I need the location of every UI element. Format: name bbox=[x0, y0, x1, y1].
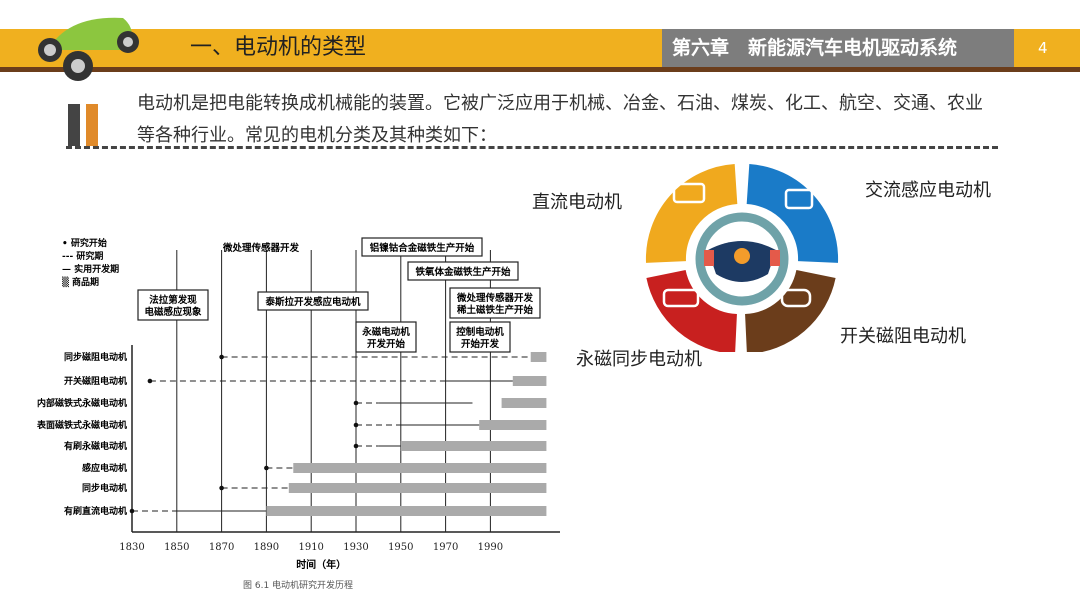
research-start-dot bbox=[147, 378, 153, 384]
label-switched-reluctance-motor: 开关磁阻电动机 bbox=[840, 326, 966, 347]
commercial-bar bbox=[479, 420, 547, 430]
annotation-box bbox=[449, 321, 511, 353]
annotation-box bbox=[361, 237, 483, 257]
annotation-text: 微处理传感器开发 bbox=[456, 292, 534, 304]
x-tick-label: 1910 bbox=[298, 542, 323, 553]
research-start-dot bbox=[219, 485, 224, 491]
row-label: 同步电动机 bbox=[82, 482, 127, 494]
legend-item: --- 研究期 bbox=[62, 250, 103, 262]
green-car-logo bbox=[38, 17, 139, 81]
annotation-text: 永磁电动机 bbox=[361, 326, 410, 338]
research-start-dot bbox=[353, 443, 359, 449]
row-label: 同步磁阻电动机 bbox=[64, 351, 127, 363]
row-label: 内部磁铁式永磁电动机 bbox=[37, 397, 127, 409]
annotation-text: 泰斯拉开发感应电动机 bbox=[264, 296, 361, 308]
annotation-text: 开发开始 bbox=[367, 338, 406, 350]
commercial-bar bbox=[512, 376, 547, 386]
annotation-text: 铝镍钴合金磁铁生产开始 bbox=[370, 242, 475, 254]
x-tick-label: 1830 bbox=[119, 542, 144, 553]
wheel-segment-dc bbox=[645, 164, 739, 263]
page-number: 4 bbox=[1038, 39, 1048, 57]
row-label: 感应电动机 bbox=[82, 462, 127, 474]
steering-wheel-icon bbox=[695, 212, 789, 306]
decor-bar-dark bbox=[68, 104, 80, 146]
page-title: 一、电动机的类型 bbox=[190, 35, 367, 60]
research-start-dot bbox=[353, 422, 359, 428]
commercial-bar bbox=[501, 398, 547, 408]
label-pm-synchronous-motor: 永磁同步电动机 bbox=[576, 349, 702, 370]
motor-types-wheel bbox=[645, 164, 839, 352]
x-tick-label: 1850 bbox=[164, 542, 189, 553]
row-label: 表面磁铁式永磁电动机 bbox=[36, 419, 127, 431]
van-icon bbox=[672, 182, 706, 204]
label-dc-motor: 直流电动机 bbox=[532, 192, 622, 213]
annotation-text: 控制电动机 bbox=[456, 326, 504, 338]
annotation-text: 法拉第发现 bbox=[149, 294, 197, 306]
x-tick-label: 1870 bbox=[209, 542, 234, 553]
golf-cart-icon bbox=[784, 188, 814, 210]
commercial-bar bbox=[293, 463, 547, 473]
wheel-segment-pm-synchronous bbox=[646, 269, 738, 352]
commercial-bar bbox=[400, 441, 547, 451]
legend-item: ▒ 商品期 bbox=[62, 276, 99, 288]
research-start-dot bbox=[353, 400, 359, 406]
annotation-box bbox=[355, 321, 417, 353]
annotation-text: 稀土磁铁生产开始 bbox=[457, 304, 534, 316]
x-axis-label: 时间（年） bbox=[296, 558, 346, 571]
commercial-bar bbox=[288, 483, 547, 493]
x-tick-label: 1930 bbox=[343, 542, 368, 553]
commercial-bar bbox=[530, 352, 547, 362]
research-start-dot bbox=[129, 508, 135, 514]
commercial-bar bbox=[266, 506, 547, 516]
x-tick-label: 1950 bbox=[388, 542, 413, 553]
research-start-dot bbox=[219, 354, 224, 360]
dashed-divider bbox=[66, 146, 998, 149]
annotation-text: 开始开发 bbox=[461, 338, 500, 350]
motor-history-chart: 1830 1850 1870 1890 1910 1930 1950 1970 1990 时间（年… bbox=[36, 237, 560, 571]
row-label: 有刷永磁电动机 bbox=[64, 440, 127, 452]
annotation-text: 电磁感应现象 bbox=[144, 306, 202, 318]
annotation-box bbox=[407, 261, 519, 281]
annotation-box bbox=[449, 287, 541, 319]
annotation-text: 铁氧体金磁铁生产开始 bbox=[415, 266, 511, 278]
bus-icon bbox=[662, 288, 700, 308]
legend-item: — 实用开发期 bbox=[62, 263, 119, 275]
annotation-box bbox=[137, 289, 209, 321]
legend-item: • 研究开始 bbox=[62, 237, 107, 249]
research-start-dot bbox=[264, 465, 269, 471]
car-icon bbox=[780, 288, 812, 308]
header-underline bbox=[0, 67, 1080, 72]
wheel-segment-switched-reluctance bbox=[744, 269, 836, 352]
chapter-title: 第六章 新能源汽车电机驱动系统 bbox=[662, 29, 1014, 67]
x-tick-label: 1990 bbox=[478, 542, 503, 553]
annotation-text: 微处理传感器开发 bbox=[222, 242, 300, 254]
decor-bar-orange bbox=[86, 104, 98, 146]
figure-caption: 图 6.1 电动机研究开发历程 bbox=[243, 581, 354, 591]
x-tick-label: 1890 bbox=[254, 542, 279, 553]
label-ac-induction-motor: 交流感应电动机 bbox=[865, 180, 991, 201]
annotation-box bbox=[257, 291, 369, 311]
x-tick-label: 1970 bbox=[433, 542, 458, 553]
row-label: 有刷直流电动机 bbox=[64, 505, 127, 517]
row-label: 开关磁阻电动机 bbox=[64, 375, 127, 387]
intro-text: 电动机是把电能转换成机械能的装置。它被广泛应用于机械、冶金、石油、煤炭、化工、航… bbox=[137, 93, 983, 146]
